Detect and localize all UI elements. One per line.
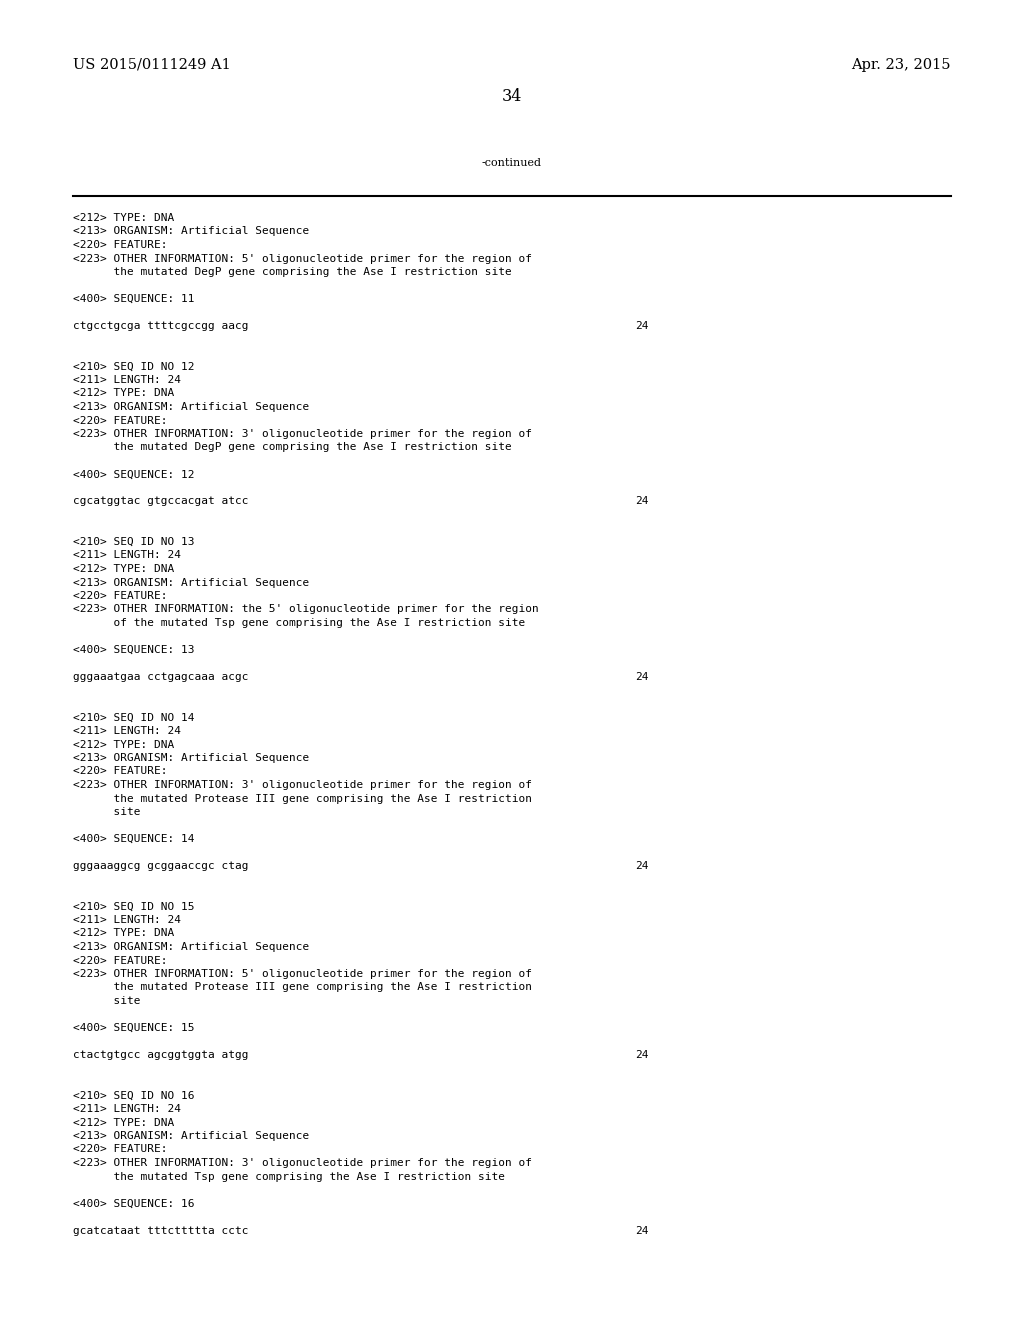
Text: <212> TYPE: DNA: <212> TYPE: DNA [73,928,174,939]
Text: <213> ORGANISM: Artificial Sequence: <213> ORGANISM: Artificial Sequence [73,403,309,412]
Text: the mutated Protease III gene comprising the Ase I restriction: the mutated Protease III gene comprising… [73,982,532,993]
Text: <223> OTHER INFORMATION: 5' oligonucleotide primer for the region of: <223> OTHER INFORMATION: 5' oligonucleot… [73,969,532,979]
Text: <223> OTHER INFORMATION: the 5' oligonucleotide primer for the region: <223> OTHER INFORMATION: the 5' oligonuc… [73,605,539,615]
Text: US 2015/0111249 A1: US 2015/0111249 A1 [73,58,230,73]
Text: 34: 34 [502,88,522,106]
Text: <223> OTHER INFORMATION: 5' oligonucleotide primer for the region of: <223> OTHER INFORMATION: 5' oligonucleot… [73,253,532,264]
Text: <220> FEATURE:: <220> FEATURE: [73,416,168,425]
Text: <211> LENGTH: 24: <211> LENGTH: 24 [73,375,181,385]
Text: 24: 24 [635,1225,648,1236]
Text: ctgcctgcga ttttcgccgg aacg: ctgcctgcga ttttcgccgg aacg [73,321,249,331]
Text: <210> SEQ ID NO 16: <210> SEQ ID NO 16 [73,1090,195,1101]
Text: <220> FEATURE:: <220> FEATURE: [73,767,168,776]
Text: gcatcataat tttcttttta cctc: gcatcataat tttcttttta cctc [73,1225,249,1236]
Text: <212> TYPE: DNA: <212> TYPE: DNA [73,739,174,750]
Text: <220> FEATURE:: <220> FEATURE: [73,591,168,601]
Text: <223> OTHER INFORMATION: 3' oligonucleotide primer for the region of: <223> OTHER INFORMATION: 3' oligonucleot… [73,1158,532,1168]
Text: <210> SEQ ID NO 12: <210> SEQ ID NO 12 [73,362,195,371]
Text: <211> LENGTH: 24: <211> LENGTH: 24 [73,915,181,925]
Text: <213> ORGANISM: Artificial Sequence: <213> ORGANISM: Artificial Sequence [73,227,309,236]
Text: <210> SEQ ID NO 13: <210> SEQ ID NO 13 [73,537,195,546]
Text: <220> FEATURE:: <220> FEATURE: [73,240,168,249]
Text: <212> TYPE: DNA: <212> TYPE: DNA [73,564,174,574]
Text: the mutated Protease III gene comprising the Ase I restriction: the mutated Protease III gene comprising… [73,793,532,804]
Text: <213> ORGANISM: Artificial Sequence: <213> ORGANISM: Artificial Sequence [73,1131,309,1140]
Text: <400> SEQUENCE: 14: <400> SEQUENCE: 14 [73,834,195,843]
Text: the mutated DegP gene comprising the Ase I restriction site: the mutated DegP gene comprising the Ase… [73,267,512,277]
Text: <400> SEQUENCE: 15: <400> SEQUENCE: 15 [73,1023,195,1034]
Text: <223> OTHER INFORMATION: 3' oligonucleotide primer for the region of: <223> OTHER INFORMATION: 3' oligonucleot… [73,780,532,789]
Text: 24: 24 [635,321,648,331]
Text: gggaaaggcg gcggaaccgc ctag: gggaaaggcg gcggaaccgc ctag [73,861,249,871]
Text: the mutated DegP gene comprising the Ase I restriction site: the mutated DegP gene comprising the Ase… [73,442,512,453]
Text: site: site [73,807,140,817]
Text: <212> TYPE: DNA: <212> TYPE: DNA [73,388,174,399]
Text: -continued: -continued [482,158,542,168]
Text: <220> FEATURE:: <220> FEATURE: [73,1144,168,1155]
Text: <211> LENGTH: 24: <211> LENGTH: 24 [73,1104,181,1114]
Text: <213> ORGANISM: Artificial Sequence: <213> ORGANISM: Artificial Sequence [73,752,309,763]
Text: the mutated Tsp gene comprising the Ase I restriction site: the mutated Tsp gene comprising the Ase … [73,1172,505,1181]
Text: 24: 24 [635,1049,648,1060]
Text: Apr. 23, 2015: Apr. 23, 2015 [852,58,951,73]
Text: <400> SEQUENCE: 12: <400> SEQUENCE: 12 [73,470,195,479]
Text: <211> LENGTH: 24: <211> LENGTH: 24 [73,726,181,737]
Text: <210> SEQ ID NO 15: <210> SEQ ID NO 15 [73,902,195,912]
Text: <212> TYPE: DNA: <212> TYPE: DNA [73,213,174,223]
Text: 24: 24 [635,861,648,871]
Text: <400> SEQUENCE: 16: <400> SEQUENCE: 16 [73,1199,195,1209]
Text: <400> SEQUENCE: 13: <400> SEQUENCE: 13 [73,645,195,655]
Text: site: site [73,997,140,1006]
Text: <400> SEQUENCE: 11: <400> SEQUENCE: 11 [73,294,195,304]
Text: <210> SEQ ID NO 14: <210> SEQ ID NO 14 [73,713,195,722]
Text: <213> ORGANISM: Artificial Sequence: <213> ORGANISM: Artificial Sequence [73,942,309,952]
Text: gggaaatgaa cctgagcaaa acgc: gggaaatgaa cctgagcaaa acgc [73,672,249,682]
Text: cgcatggtac gtgccacgat atcc: cgcatggtac gtgccacgat atcc [73,496,249,507]
Text: <211> LENGTH: 24: <211> LENGTH: 24 [73,550,181,561]
Text: ctactgtgcc agcggtggta atgg: ctactgtgcc agcggtggta atgg [73,1049,249,1060]
Text: <213> ORGANISM: Artificial Sequence: <213> ORGANISM: Artificial Sequence [73,578,309,587]
Text: 24: 24 [635,672,648,682]
Text: <212> TYPE: DNA: <212> TYPE: DNA [73,1118,174,1127]
Text: 24: 24 [635,496,648,507]
Text: <220> FEATURE:: <220> FEATURE: [73,956,168,965]
Text: <223> OTHER INFORMATION: 3' oligonucleotide primer for the region of: <223> OTHER INFORMATION: 3' oligonucleot… [73,429,532,440]
Text: of the mutated Tsp gene comprising the Ase I restriction site: of the mutated Tsp gene comprising the A… [73,618,525,628]
